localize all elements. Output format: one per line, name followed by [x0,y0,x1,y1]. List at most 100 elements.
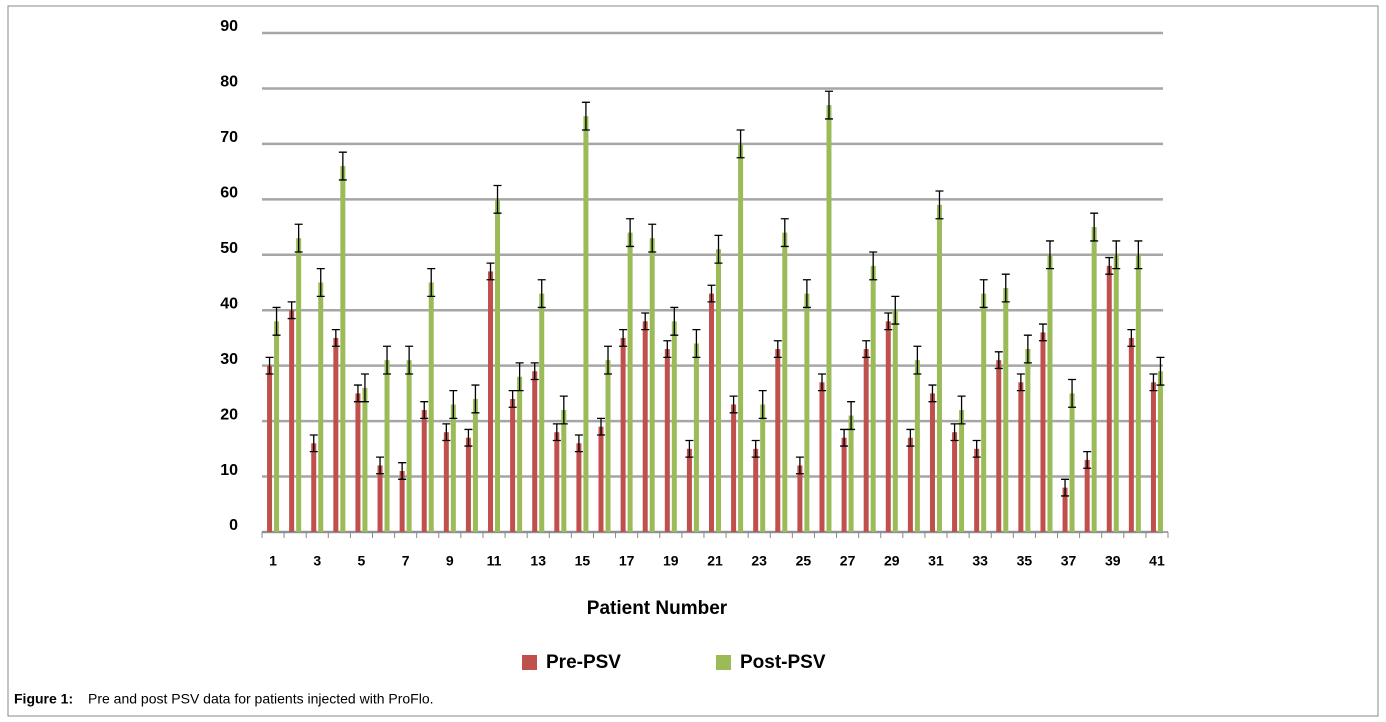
error-bar [802,279,811,309]
error-bar [619,328,628,347]
bar [561,410,567,532]
error-bar [265,356,274,375]
x-tick-label: 13 [530,553,546,569]
legend-label: Post-PSV [740,652,826,673]
y-tick-label: 40 [220,295,238,312]
x-tick-label: 25 [796,553,812,569]
error-bar [1045,240,1054,270]
error-bar [685,439,694,458]
bar [716,249,721,532]
y-tick-label: 90 [220,18,238,35]
bar [465,437,471,532]
error-bar [1061,478,1070,497]
error-bar [840,428,849,447]
error-bar [972,439,981,458]
y-tick-label: 10 [220,462,238,479]
bar [782,232,788,532]
error-bar [574,434,583,453]
y-tick-label: 30 [220,351,238,368]
error-bar [1068,378,1077,408]
caption: Pre and post PSV data for patients injec… [88,691,434,707]
error-bar [530,362,539,381]
error-bar [287,301,296,320]
bar [664,349,670,532]
error-bar [862,340,871,358]
error-bar [994,351,1003,370]
error-bar [663,340,672,358]
bar [311,443,317,532]
bar [355,393,361,532]
bar [826,105,832,533]
bar [709,293,714,532]
error-bar [817,373,826,392]
x-tick-label: 3 [313,553,321,569]
bar [267,365,273,532]
bar [671,321,677,532]
error-bar [692,328,701,358]
bar [929,393,935,532]
bar [775,349,781,532]
x-tick-label: 9 [446,553,454,569]
error-bar [1127,328,1136,347]
error-bar [316,267,325,298]
error-bar [714,234,723,264]
error-bar [979,279,988,309]
legend-swatch [522,655,537,670]
y-tick-label: 60 [220,185,238,202]
bar [863,349,869,532]
error-bar [515,362,524,392]
y-tick-label: 70 [220,129,238,146]
bar [1018,382,1024,532]
bar [1025,349,1031,532]
x-tick-label: 27 [840,553,856,569]
bar [1062,487,1068,532]
bar [1091,227,1097,533]
x-tick-label: 35 [1017,553,1033,569]
bar [1040,332,1046,532]
bar [959,410,965,532]
bar [974,448,980,532]
x-tick-label: 1 [269,553,277,569]
error-bar [442,423,451,442]
error-bar [906,428,915,447]
error-bar [729,395,738,414]
error-bar [891,295,900,325]
bar [1128,337,1134,532]
x-tick-label: 23 [751,553,767,569]
bar [841,437,847,532]
error-bar [360,373,369,403]
error-bar [758,389,767,419]
bar [981,293,987,532]
error-bar [670,306,679,336]
legend-swatch [716,655,731,670]
bar [760,404,766,532]
error-bar [847,401,856,431]
x-tick-label: 31 [928,553,944,569]
bar [1150,382,1156,532]
bar [686,448,692,532]
x-tick-label: 5 [358,553,366,569]
bar [642,321,648,532]
bar [554,432,560,532]
bar [848,415,854,532]
error-bar [780,218,789,248]
bar [399,471,405,532]
bar [620,337,626,532]
y-tick-label: 50 [220,240,238,257]
x-axis-title: Patient Number [587,598,728,619]
bar [583,116,589,533]
error-bar [272,306,281,336]
bar [1069,393,1075,532]
bar [753,448,759,532]
bar [274,321,280,532]
bar [362,387,368,532]
bar [340,166,346,533]
bar [1003,288,1009,532]
x-tick-label: 33 [972,553,988,569]
bar [1047,254,1053,532]
error-bar [604,345,613,375]
bar [914,360,920,532]
y-tick-label: 80 [220,74,238,91]
error-bar [537,279,546,309]
bar [406,360,412,532]
